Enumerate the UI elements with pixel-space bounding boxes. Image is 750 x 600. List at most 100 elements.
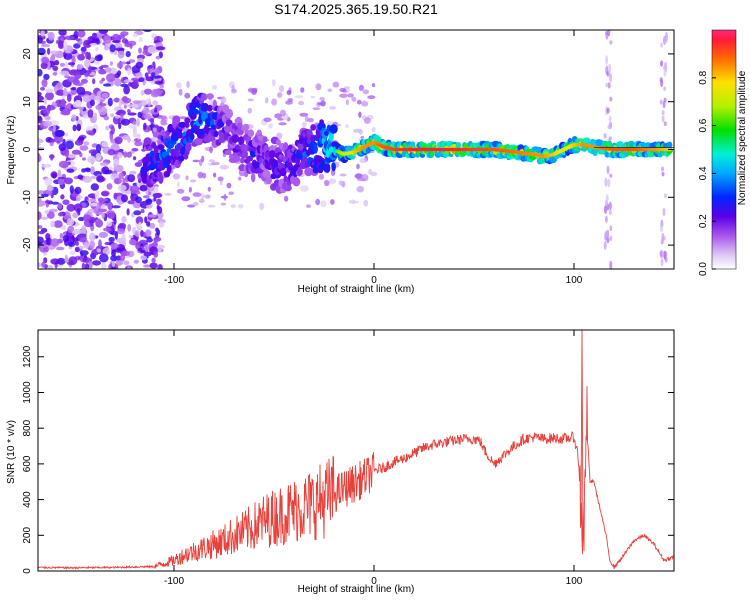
noise-blob (83, 242, 90, 249)
noise-blob (223, 193, 227, 201)
noise-blob (367, 95, 376, 100)
noise-blob (132, 33, 138, 38)
noise-blob (192, 192, 202, 197)
noise-blob (118, 222, 127, 229)
noise-blob (219, 180, 223, 186)
noise-blob (298, 100, 305, 106)
noise-blob (113, 217, 117, 225)
noise-blob (82, 214, 92, 222)
noise-blob (117, 227, 126, 235)
noise-blob (132, 100, 142, 104)
noise-blob (231, 88, 237, 94)
noise-blob (118, 122, 122, 130)
noise-blob (157, 264, 163, 269)
noise-blob (208, 159, 215, 162)
ridge-blob (241, 149, 248, 159)
noise-blob (154, 107, 158, 113)
noise-blob (299, 112, 309, 117)
noise-blob (113, 158, 120, 166)
noise-blob (87, 109, 94, 118)
noise-blob (106, 221, 113, 227)
noise-blob (338, 180, 343, 186)
ridge-blob (143, 137, 152, 146)
noise-blob (356, 185, 365, 193)
noise-blob (609, 225, 613, 232)
noise-blob (74, 71, 82, 80)
noise-blob (603, 133, 607, 139)
noise-blob (38, 262, 41, 268)
noise-blob (156, 198, 162, 205)
noise-blob (107, 149, 116, 156)
noise-blob (74, 246, 80, 253)
noise-blob (351, 200, 360, 204)
noise-blob (307, 117, 314, 123)
x-tick-label: 0 (371, 576, 377, 587)
noise-blob (69, 185, 74, 194)
noise-blob (109, 113, 115, 118)
noise-blob (143, 122, 147, 130)
noise-blob (43, 120, 53, 127)
noise-blob (53, 220, 63, 228)
ridge-blob (225, 108, 233, 119)
ridge-blob (206, 93, 214, 100)
noise-blob (101, 92, 109, 98)
noise-blob (121, 250, 130, 257)
noise-blob (51, 201, 60, 205)
noise-blob (72, 124, 77, 132)
snr-panel: -100 0 100 0 200 400 600 800 1000 1200 Height of… (6, 329, 675, 595)
noise-blob (120, 83, 129, 88)
noise-blob (118, 99, 122, 108)
noise-blob (320, 200, 327, 208)
noise-blob (315, 198, 321, 206)
x-tick-label: 100 (566, 275, 583, 286)
noise-blob (43, 73, 50, 81)
ridge-blob (429, 150, 435, 158)
noise-blob (38, 106, 43, 111)
noise-blob (40, 216, 49, 220)
ridge-blob (210, 124, 217, 130)
noise-blob (145, 204, 153, 209)
y-tick-label: 1000 (22, 381, 33, 404)
ridge-blob (178, 121, 187, 128)
noise-blob (38, 47, 46, 56)
noise-blob (66, 104, 71, 109)
x-tick-label: 0 (371, 275, 377, 286)
noise-blob (133, 210, 142, 216)
noise-blob (126, 208, 130, 216)
noise-blob (105, 125, 109, 131)
noise-blob (72, 229, 82, 235)
ridge-blob (224, 149, 232, 156)
noise-blob (40, 193, 49, 198)
noise-blob (143, 252, 152, 257)
noise-blob (123, 260, 130, 266)
noise-blob (128, 239, 137, 245)
noise-blob (106, 73, 116, 82)
noise-blob (64, 35, 75, 41)
ridge-blob (265, 176, 272, 185)
noise-blob (38, 115, 43, 124)
noise-blob (351, 96, 357, 102)
noise-blob (64, 148, 70, 158)
noise-blob (220, 96, 227, 104)
spectrogram-y-ticks: -20 -10 0 10 20 (22, 48, 674, 252)
noise-blob (137, 133, 141, 140)
noise-blob (44, 200, 53, 204)
noise-blob (76, 197, 81, 202)
noise-blob (109, 132, 114, 141)
noise-blob (77, 174, 84, 180)
colorbar-label: Normalized spectral amplitude (737, 70, 748, 205)
noise-blob (76, 86, 86, 95)
noise-blob (608, 208, 612, 216)
noise-blob (663, 121, 667, 127)
noise-blob (113, 97, 121, 103)
noise-blob (659, 250, 663, 256)
noise-blob (81, 262, 86, 269)
noise-blob (98, 239, 102, 249)
colorbar-tick-label: 0.8 (698, 70, 709, 84)
noise-blob (74, 82, 84, 86)
noise-blob (57, 212, 64, 217)
noise-blob (44, 115, 52, 121)
ridge-blob (200, 93, 208, 101)
ridge-blob (329, 124, 338, 134)
noise-blob (145, 229, 151, 237)
